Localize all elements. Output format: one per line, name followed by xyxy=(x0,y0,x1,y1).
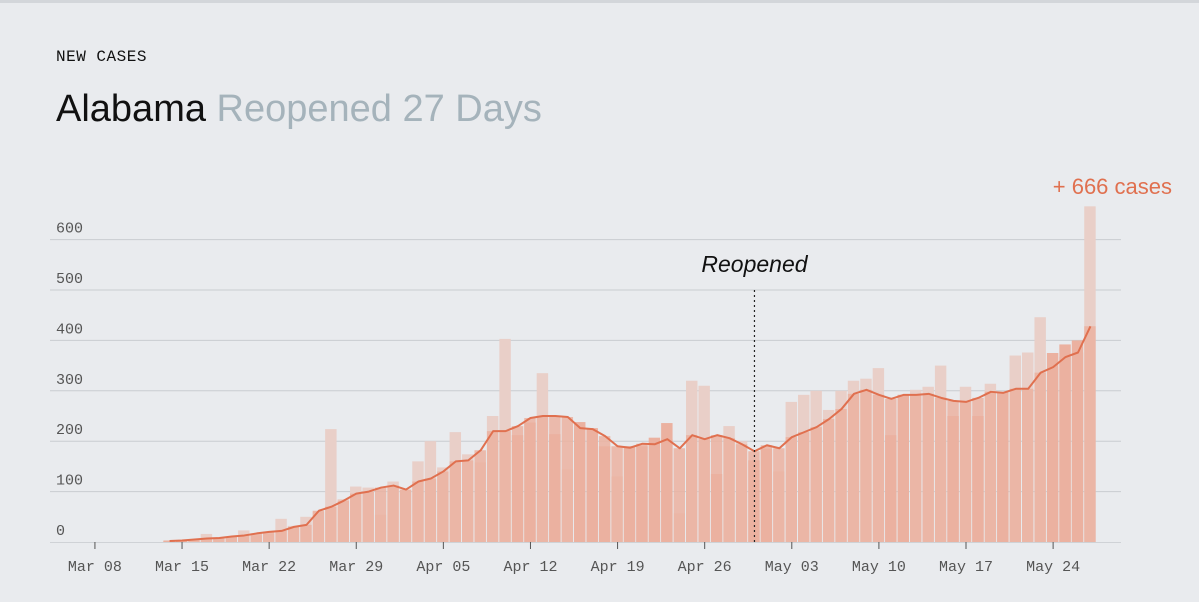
x-tick-label: May 17 xyxy=(939,559,993,576)
y-axis: 0 100 200 300 400 500 600 xyxy=(56,221,83,540)
annotations: Reopened + 666 cases xyxy=(701,174,1172,542)
daily-bar xyxy=(325,429,337,542)
x-tick-label: Mar 22 xyxy=(242,559,296,576)
state-name: Alabama xyxy=(56,88,206,130)
x-tick-label: Apr 26 xyxy=(678,559,732,576)
y-tick-label: 500 xyxy=(56,271,83,288)
daily-bars xyxy=(163,206,1096,542)
top-border xyxy=(0,0,1199,3)
y-tick-label: 300 xyxy=(56,372,83,389)
y-tick-label: 600 xyxy=(56,221,83,238)
y-tick-label: 0 xyxy=(56,523,65,540)
x-tick-label: Mar 15 xyxy=(155,559,209,576)
x-tick-label: Mar 29 xyxy=(329,559,383,576)
x-tick-label: May 24 xyxy=(1026,559,1080,576)
y-tick-label: 100 xyxy=(56,473,83,490)
x-tick-label: Apr 05 xyxy=(416,559,470,576)
latest-cases-label: + 666 cases xyxy=(1053,174,1172,199)
x-tick-label: Mar 08 xyxy=(68,559,122,576)
y-tick-label: 400 xyxy=(56,321,83,338)
x-tick-label: Apr 19 xyxy=(591,559,645,576)
x-tick-label: May 10 xyxy=(852,559,906,576)
seven-day-average-line xyxy=(169,325,1092,542)
reopened-days: Reopened 27 Days xyxy=(216,88,542,130)
reopened-label: Reopened xyxy=(701,251,808,277)
x-tick-label: May 03 xyxy=(765,559,819,576)
y-tick-label: 200 xyxy=(56,422,83,439)
chart-title: Alabama Reopened 27 Days xyxy=(56,86,542,132)
x-axis: Mar 08 Mar 15 Mar 22 Mar 29 Apr 05 Apr 12 Apr … xyxy=(68,542,1080,576)
average-fill xyxy=(163,326,1096,542)
x-tick-label: Apr 12 xyxy=(503,559,557,576)
chart-kicker: NEW CASES xyxy=(56,48,147,66)
average-line xyxy=(169,325,1092,542)
